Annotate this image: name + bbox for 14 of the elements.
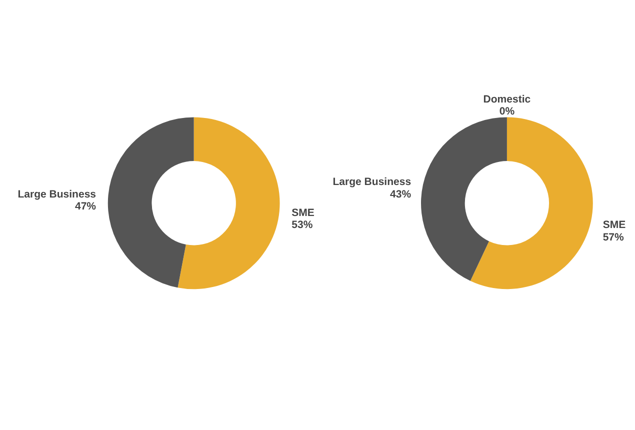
- data-label: 57%: [602, 231, 625, 244]
- slice-label: SME: [292, 206, 314, 219]
- slice-label: Large Business: [18, 188, 96, 200]
- text: 0%: [499, 106, 515, 118]
- data-label: 53%: [292, 219, 314, 232]
- category-label: Domestic: [483, 93, 531, 106]
- donut-slice: [421, 117, 507, 281]
- donut-slice: [178, 117, 280, 289]
- donut-slice: [470, 117, 593, 289]
- donut-slice: [108, 117, 194, 288]
- slice-label: SME: [602, 219, 626, 232]
- data-label: 43%: [390, 188, 412, 201]
- data-label: 47%: [74, 200, 97, 213]
- slice-label: Large Business: [332, 176, 412, 188]
